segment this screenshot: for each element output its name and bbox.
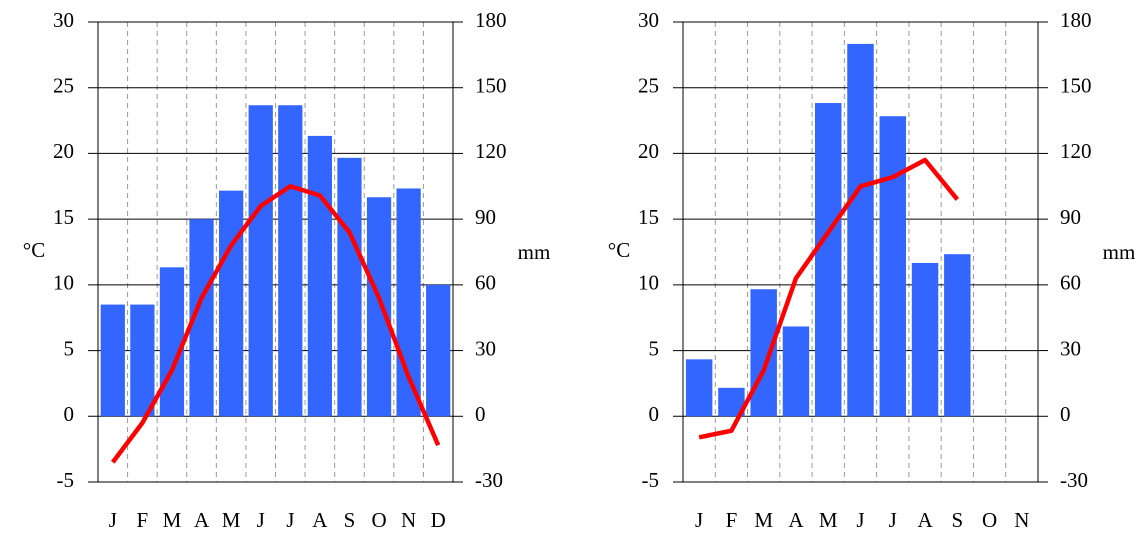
x-tick-label: J bbox=[889, 508, 897, 532]
x-tick-label: J bbox=[109, 508, 117, 532]
x-tick-label: F bbox=[726, 508, 738, 532]
x-tick-label: N bbox=[1014, 508, 1029, 532]
y-tick-label: 20 bbox=[53, 139, 74, 163]
x-tick-label: S bbox=[344, 508, 356, 532]
bar bbox=[218, 190, 244, 417]
y-tick-label: 25 bbox=[638, 74, 659, 98]
y-tick-label: -5 bbox=[57, 468, 75, 492]
y2-tick-label: 0 bbox=[475, 402, 486, 426]
bar bbox=[100, 304, 125, 417]
bar bbox=[685, 359, 713, 417]
x-tick-label: M bbox=[163, 508, 182, 532]
y2-tick-label: 180 bbox=[1060, 8, 1092, 32]
bar bbox=[879, 116, 907, 417]
y2-tick-label: 90 bbox=[1060, 205, 1081, 229]
bar bbox=[130, 304, 155, 417]
y-tick-label: 10 bbox=[53, 271, 74, 295]
y2-tick-label: 150 bbox=[1060, 74, 1092, 98]
y2-axis-label: mm bbox=[1103, 240, 1136, 264]
bar bbox=[426, 284, 451, 417]
line bbox=[110, 184, 441, 464]
y-tick-label: -5 bbox=[642, 468, 660, 492]
y-tick-label: 30 bbox=[638, 8, 659, 32]
bar bbox=[847, 43, 874, 417]
y-axis-label: °C bbox=[23, 238, 45, 262]
x-tick-label: J bbox=[856, 508, 864, 532]
x-tick-label: A bbox=[788, 508, 804, 532]
y2-tick-label: 0 bbox=[1060, 402, 1071, 426]
y-tick-label: 0 bbox=[64, 402, 75, 426]
bar bbox=[911, 262, 939, 417]
y-tick-label: 30 bbox=[53, 8, 74, 32]
y-tick-label: 20 bbox=[638, 139, 659, 163]
x-tick-label: M bbox=[819, 508, 838, 532]
y-tick-label: 15 bbox=[638, 205, 659, 229]
x-tick-label: O bbox=[371, 508, 386, 532]
plot-frame bbox=[682, 21, 1039, 483]
x-tick-label: F bbox=[137, 508, 149, 532]
x-tick-label: N bbox=[401, 508, 416, 532]
y2-tick-label: 60 bbox=[475, 271, 496, 295]
x-tick-label: M bbox=[222, 508, 241, 532]
y2-tick-label: 60 bbox=[1060, 271, 1081, 295]
x-tick-label: S bbox=[951, 508, 963, 532]
bar bbox=[307, 135, 333, 417]
plot-frame bbox=[97, 21, 454, 483]
bar bbox=[159, 267, 185, 417]
bar bbox=[782, 326, 810, 417]
y2-tick-label: -30 bbox=[475, 468, 503, 492]
x-tick-label: M bbox=[754, 508, 773, 532]
y2-tick-label: -30 bbox=[1060, 468, 1088, 492]
bar bbox=[944, 254, 971, 417]
x-tick-label: A bbox=[917, 508, 933, 532]
y2-tick-label: 30 bbox=[475, 336, 496, 360]
y2-tick-label: 150 bbox=[475, 74, 507, 98]
x-tick-label: J bbox=[257, 508, 265, 532]
bar bbox=[337, 157, 362, 417]
y-tick-label: 25 bbox=[53, 74, 74, 98]
x-tick-label: A bbox=[194, 508, 210, 532]
y2-tick-label: 120 bbox=[1060, 139, 1092, 163]
x-tick-label: J bbox=[695, 508, 703, 532]
bar bbox=[248, 105, 273, 417]
y-tick-label: 10 bbox=[638, 271, 659, 295]
y-tick-label: 0 bbox=[649, 402, 660, 426]
y2-tick-label: 120 bbox=[475, 139, 507, 163]
x-tick-label: J bbox=[286, 508, 294, 532]
bar bbox=[750, 289, 777, 417]
x-tick-label: D bbox=[431, 508, 446, 532]
line bbox=[698, 157, 960, 440]
x-tick-label: O bbox=[982, 508, 997, 532]
x-tick-label: A bbox=[312, 508, 328, 532]
y2-tick-label: 90 bbox=[475, 205, 496, 229]
bar bbox=[278, 105, 303, 417]
bar bbox=[366, 197, 392, 417]
y2-tick-label: 180 bbox=[475, 8, 507, 32]
y-tick-label: 5 bbox=[649, 336, 660, 360]
y2-tick-label: 30 bbox=[1060, 336, 1081, 360]
y-axis-label: °C bbox=[608, 238, 630, 262]
y-tick-label: 5 bbox=[64, 336, 75, 360]
y2-axis-label: mm bbox=[518, 240, 551, 264]
y-tick-label: 15 bbox=[53, 205, 74, 229]
bar bbox=[814, 103, 842, 417]
